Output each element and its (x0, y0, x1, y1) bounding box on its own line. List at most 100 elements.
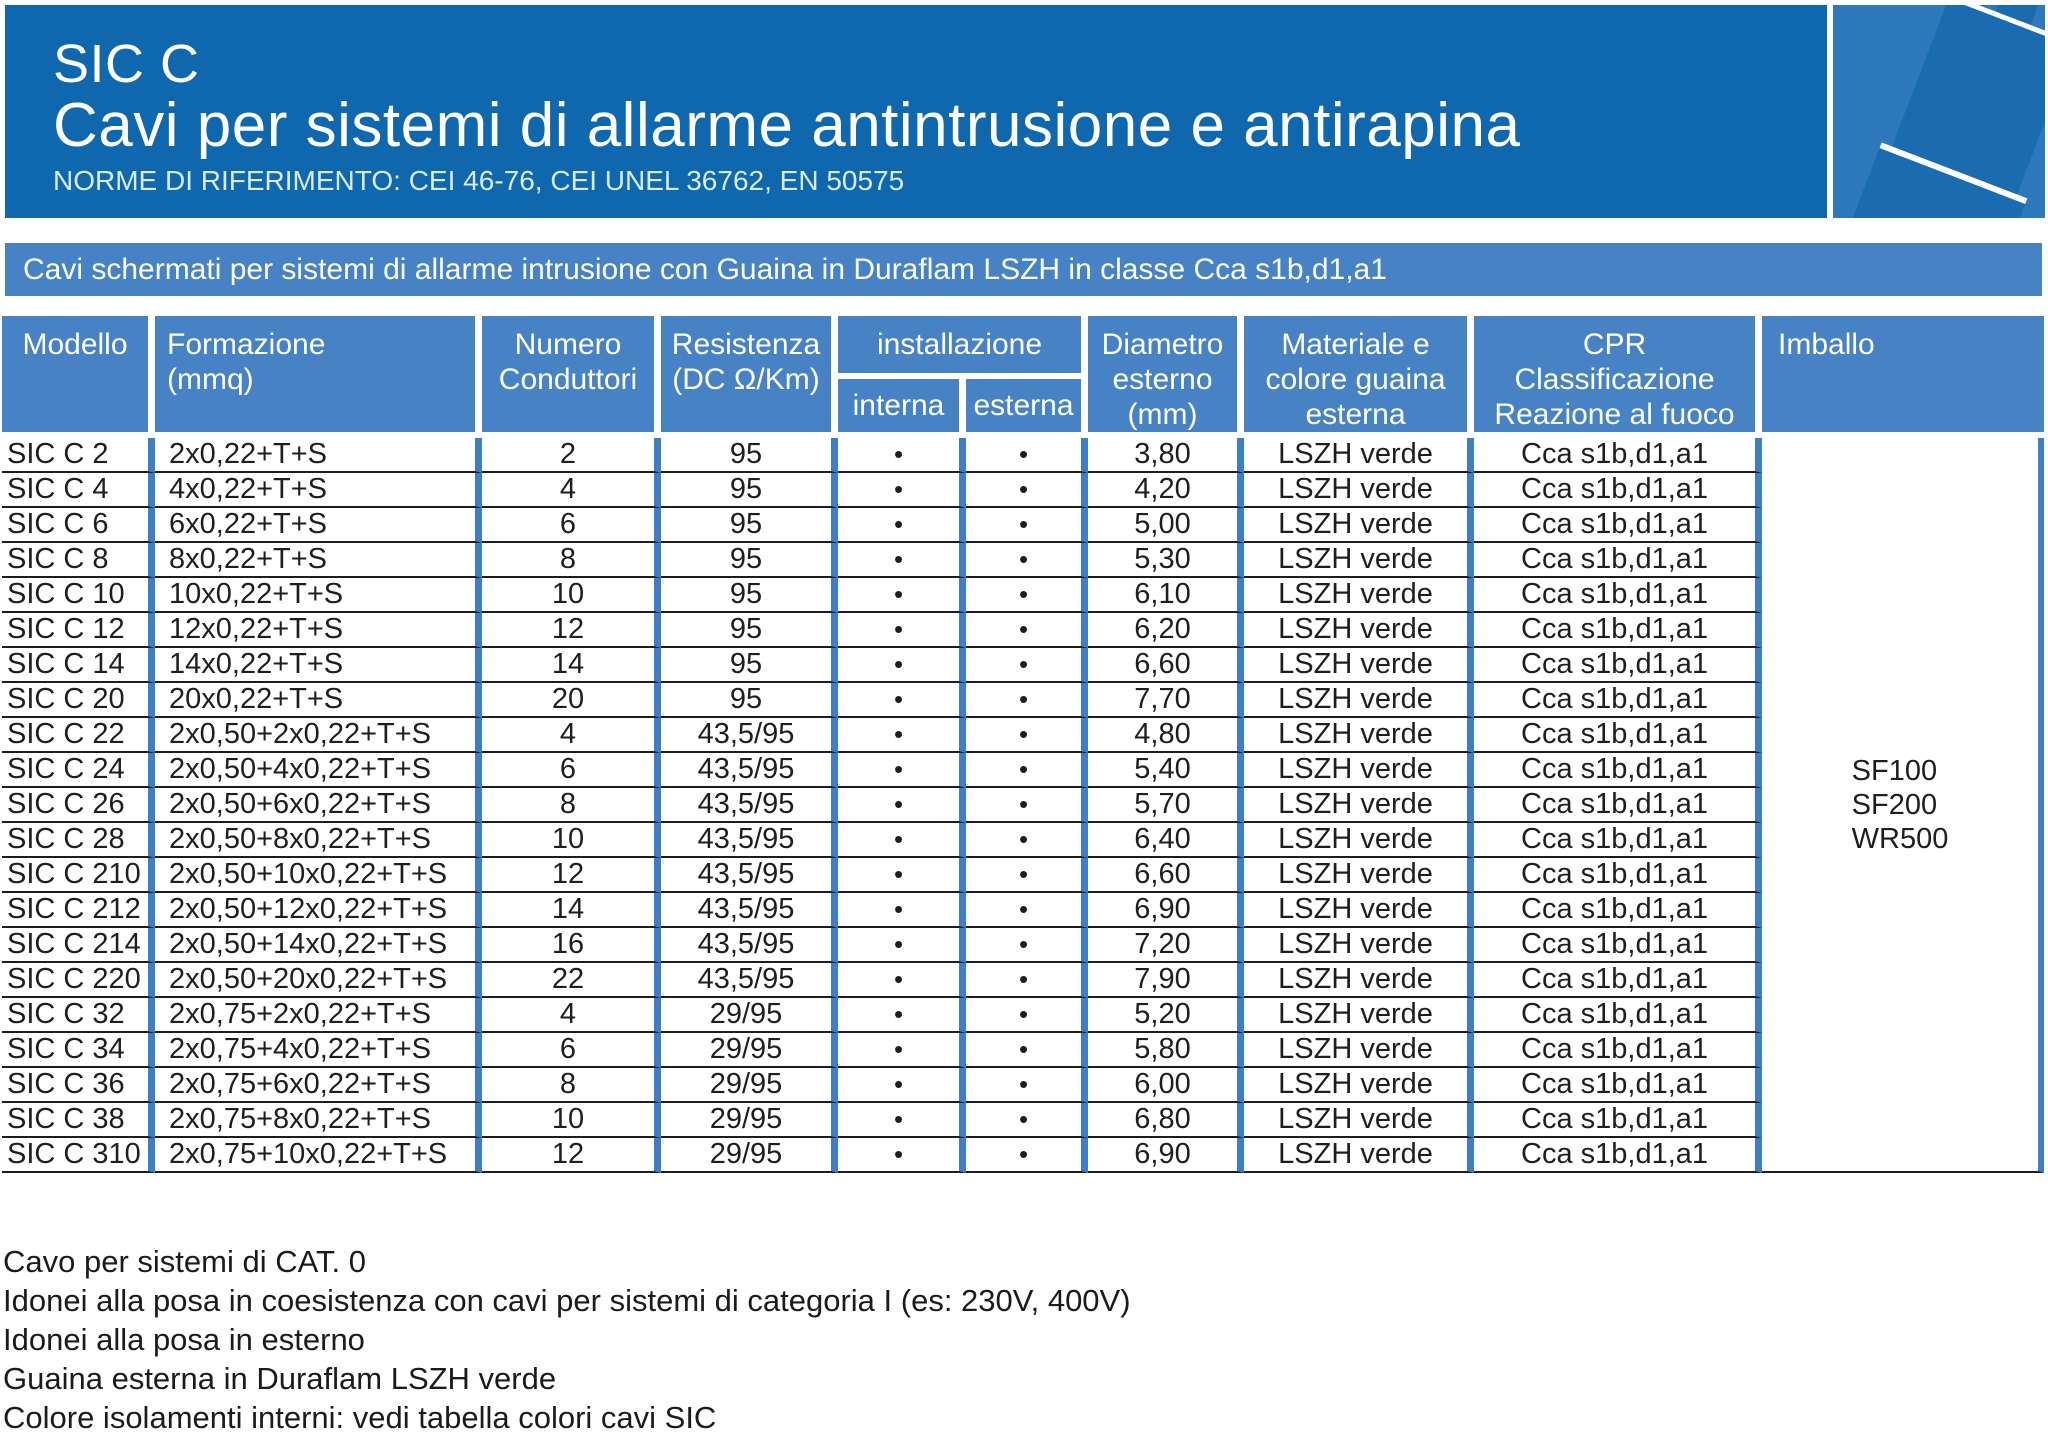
cell-esterna-dot: • (966, 753, 1089, 788)
table-row: SIC C 310 2x0,75+10x0,22+T+S 12 29/95 • • 6,90… (2, 1138, 2044, 1173)
col-header-materiale: Materiale e colore guaina esterna (1244, 316, 1475, 438)
cell-esterna-dot: • (966, 438, 1089, 473)
table-row: SIC C 220 2x0,50+20x0,22+T+S 22 43,5/95 • • 7,… (2, 963, 2044, 998)
cell-interna-dot: • (838, 718, 966, 753)
cell-diametro: 7,20 (1088, 928, 1245, 963)
cell-materiale: LSZH verde (1244, 648, 1475, 683)
cell-modello: SIC C 34 (2, 1033, 155, 1068)
cell-interna-dot: • (838, 648, 966, 683)
cell-formazione: 2x0,75+8x0,22+T+S (155, 1103, 482, 1138)
cell-esterna-dot: • (966, 858, 1089, 893)
cell-esterna-dot: • (966, 1068, 1089, 1103)
cell-cpr: Cca s1b,d1,a1 (1474, 1068, 1763, 1103)
cell-cpr: Cca s1b,d1,a1 (1474, 823, 1763, 858)
cell-materiale: LSZH verde (1244, 893, 1475, 928)
col-header-numero-conduttori: Numero Conduttori (482, 316, 661, 438)
cell-conduttori: 16 (482, 928, 661, 963)
cell-modello: SIC C 26 (2, 788, 155, 823)
cell-interna-dot: • (838, 578, 966, 613)
cell-formazione: 2x0,50+20x0,22+T+S (155, 963, 482, 998)
cell-modello: SIC C 8 (2, 543, 155, 578)
cell-interna-dot: • (838, 788, 966, 823)
cell-conduttori: 8 (482, 788, 661, 823)
cell-resistenza: 29/95 (661, 1033, 838, 1068)
cell-resistenza: 29/95 (661, 1068, 838, 1103)
cell-materiale: LSZH verde (1244, 718, 1475, 753)
cell-diametro: 5,30 (1088, 543, 1245, 578)
cell-conduttori: 4 (482, 998, 661, 1033)
table-body: SIC C 2 2x0,22+T+S 2 95 • • 3,80 LSZH verde Cca … (2, 438, 2045, 1173)
cell-diametro: 5,20 (1088, 998, 1245, 1033)
table-row: SIC C 20 20x0,22+T+S 20 95 • • 7,70 LSZH verde C… (2, 683, 2044, 718)
table-row: SIC C 14 14x0,22+T+S 14 95 • • 6,60 LSZH verde C… (2, 648, 2044, 683)
cell-modello: SIC C 212 (2, 893, 155, 928)
cell-esterna-dot: • (966, 963, 1089, 998)
cell-cpr: Cca s1b,d1,a1 (1474, 893, 1763, 928)
cell-esterna-dot: • (966, 683, 1089, 718)
cell-diametro: 5,40 (1088, 753, 1245, 788)
cell-cpr: Cca s1b,d1,a1 (1474, 718, 1763, 753)
cell-esterna-dot: • (966, 718, 1089, 753)
cell-cpr: Cca s1b,d1,a1 (1474, 928, 1763, 963)
cell-interna-dot: • (838, 998, 966, 1033)
cell-cpr: Cca s1b,d1,a1 (1474, 438, 1763, 473)
table-row: SIC C 34 2x0,75+4x0,22+T+S 6 29/95 • • 5,80 LSZ… (2, 1033, 2044, 1068)
cell-modello: SIC C 38 (2, 1103, 155, 1138)
cell-resistenza: 43,5/95 (661, 753, 838, 788)
table-row: SIC C 38 2x0,75+8x0,22+T+S 10 29/95 • • 6,80 LS… (2, 1103, 2044, 1138)
col-header-resistenza: Resistenza (DC Ω/Km) (661, 316, 838, 438)
cell-formazione: 2x0,75+4x0,22+T+S (155, 1033, 482, 1068)
cell-modello: SIC C 22 (2, 718, 155, 753)
cell-diametro: 5,70 (1088, 788, 1245, 823)
cell-formazione: 2x0,50+14x0,22+T+S (155, 928, 482, 963)
cell-cpr: Cca s1b,d1,a1 (1474, 578, 1763, 613)
cell-esterna-dot: • (966, 788, 1089, 823)
cell-formazione: 2x0,50+4x0,22+T+S (155, 753, 482, 788)
table-row: SIC C 8 8x0,22+T+S 8 95 • • 5,30 LSZH verde Cca … (2, 543, 2044, 578)
cell-interna-dot: • (838, 543, 966, 578)
cell-materiale: LSZH verde (1244, 438, 1475, 473)
cell-modello: SIC C 28 (2, 823, 155, 858)
cell-conduttori: 10 (482, 578, 661, 613)
cell-interna-dot: • (838, 613, 966, 648)
cell-materiale: LSZH verde (1244, 998, 1475, 1033)
col-header-installazione: installazione (838, 316, 1089, 380)
footnote-line: Colore isolamenti interni: vedi tabella … (3, 1400, 717, 1435)
cell-materiale: LSZH verde (1244, 823, 1475, 858)
cell-esterna-dot: • (966, 508, 1089, 543)
cell-materiale: LSZH verde (1244, 543, 1475, 578)
table-header: Modello Formazione (mmq) Numero Condutto… (2, 316, 2045, 438)
cell-resistenza: 43,5/95 (661, 928, 838, 963)
cell-modello: SIC C 20 (2, 683, 155, 718)
cell-materiale: LSZH verde (1244, 613, 1475, 648)
cell-resistenza: 29/95 (661, 1103, 838, 1138)
cell-cpr: Cca s1b,d1,a1 (1474, 1103, 1763, 1138)
cell-resistenza: 95 (661, 613, 838, 648)
cell-esterna-dot: • (966, 928, 1089, 963)
cell-formazione: 2x0,75+10x0,22+T+S (155, 1138, 482, 1173)
cell-conduttori: 10 (482, 823, 661, 858)
table-row: SIC C 12 12x0,22+T+S 12 95 • • 6,20 LSZH verde C… (2, 613, 2044, 648)
product-name: SIC C (53, 34, 200, 94)
cable-graphic-icon (1833, 5, 2045, 218)
cell-modello: SIC C 12 (2, 613, 155, 648)
cell-modello: SIC C 14 (2, 648, 155, 683)
cell-interna-dot: • (838, 823, 966, 858)
cell-modello: SIC C 32 (2, 998, 155, 1033)
cell-formazione: 2x0,22+T+S (155, 438, 482, 473)
cell-cpr: Cca s1b,d1,a1 (1474, 683, 1763, 718)
cell-materiale: LSZH verde (1244, 473, 1475, 508)
cable-illustration (1833, 5, 2045, 218)
cell-formazione: 2x0,50+6x0,22+T+S (155, 788, 482, 823)
cell-resistenza: 95 (661, 683, 838, 718)
cell-esterna-dot: • (966, 543, 1089, 578)
cell-diametro: 6,80 (1088, 1103, 1245, 1138)
cell-diametro: 4,20 (1088, 473, 1245, 508)
cell-conduttori: 12 (482, 613, 661, 648)
cell-materiale: LSZH verde (1244, 578, 1475, 613)
footnote-line: Cavo per sistemi di CAT. 0 (3, 1244, 366, 1279)
table-row: SIC C 28 2x0,50+8x0,22+T+S 10 43,5/95 • • 6,40… (2, 823, 2044, 858)
cell-interna-dot: • (838, 963, 966, 998)
cell-esterna-dot: • (966, 613, 1089, 648)
